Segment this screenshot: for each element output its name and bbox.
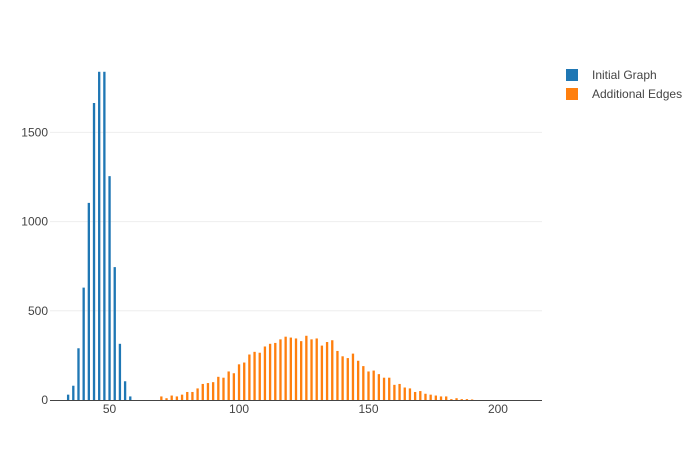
bar [393,384,396,400]
legend-label: Initial Graph [592,68,657,82]
bar [450,399,453,400]
bar [429,394,432,400]
bar [351,353,355,400]
bar [439,396,443,400]
x-tick-label: 150 [358,402,378,416]
bar [103,71,106,400]
bar [470,399,474,400]
bar [196,388,199,400]
y-tick-label: 1500 [21,125,48,139]
series-1 [160,335,474,400]
bar [419,391,422,400]
legend-label: Additional Edges [592,87,682,101]
bar [108,176,111,400]
bar [465,399,469,400]
bar [66,394,70,400]
bar [413,391,417,400]
bar [123,381,127,400]
series-0 [66,71,132,400]
bar [243,362,246,400]
gridlines [50,131,542,312]
bar [201,383,204,400]
x-tick-label: 50 [103,402,117,416]
legend-swatch [566,69,578,81]
bar [336,350,339,400]
bar [398,383,401,400]
bar [258,352,261,400]
bar [191,391,194,400]
bar [253,351,256,400]
bar [268,343,272,400]
bar [227,371,230,400]
plot-area [66,71,474,400]
bar [82,287,85,400]
x-tick-label: 100 [229,402,249,416]
bar [388,377,391,400]
bar [331,340,334,400]
y-tick-label: 1000 [21,215,48,229]
y-tick-label: 0 [41,393,48,407]
bar [320,345,324,400]
bar [424,393,427,400]
y-axis: 0 500 1000 1500 [21,125,48,407]
bar [77,348,80,400]
bar [180,394,184,400]
bar [356,360,360,400]
x-axis: 50 100 150 200 [103,402,508,416]
bar [232,373,236,400]
bar [310,339,313,400]
bar [408,388,412,400]
bar [325,342,329,400]
bar [455,398,458,400]
bar [300,341,303,400]
bar [72,385,75,400]
bar [113,267,116,400]
bar [186,391,189,400]
bar [289,337,292,400]
bar [445,396,448,400]
bar [217,376,220,400]
bar [248,354,251,400]
bar [279,339,282,400]
bar [87,202,91,400]
bar [222,377,225,400]
y-tick-label: 500 [28,304,48,318]
bar [315,338,318,400]
bar [237,364,241,400]
bar [403,387,406,400]
bar [346,358,349,400]
bar [211,382,215,400]
bar [175,396,179,400]
bar [206,383,210,400]
bar [305,335,308,400]
bar [263,346,267,400]
bar [284,336,287,400]
bar [92,103,96,400]
bar [341,356,344,400]
bar [98,71,101,400]
bar [460,399,463,400]
bar [160,396,163,400]
bar [372,370,375,400]
bar [382,377,386,400]
legend: Initial Graph Additional Edges [566,68,682,101]
bar [294,338,298,400]
bar [118,343,122,400]
bar [274,342,277,400]
bar [362,366,365,400]
bar [170,395,173,400]
legend-swatch [566,88,578,100]
bar [367,371,370,400]
x-tick-label: 200 [488,402,508,416]
bar [377,374,381,400]
bar [434,395,437,400]
bar [129,396,132,400]
bar [165,398,168,400]
